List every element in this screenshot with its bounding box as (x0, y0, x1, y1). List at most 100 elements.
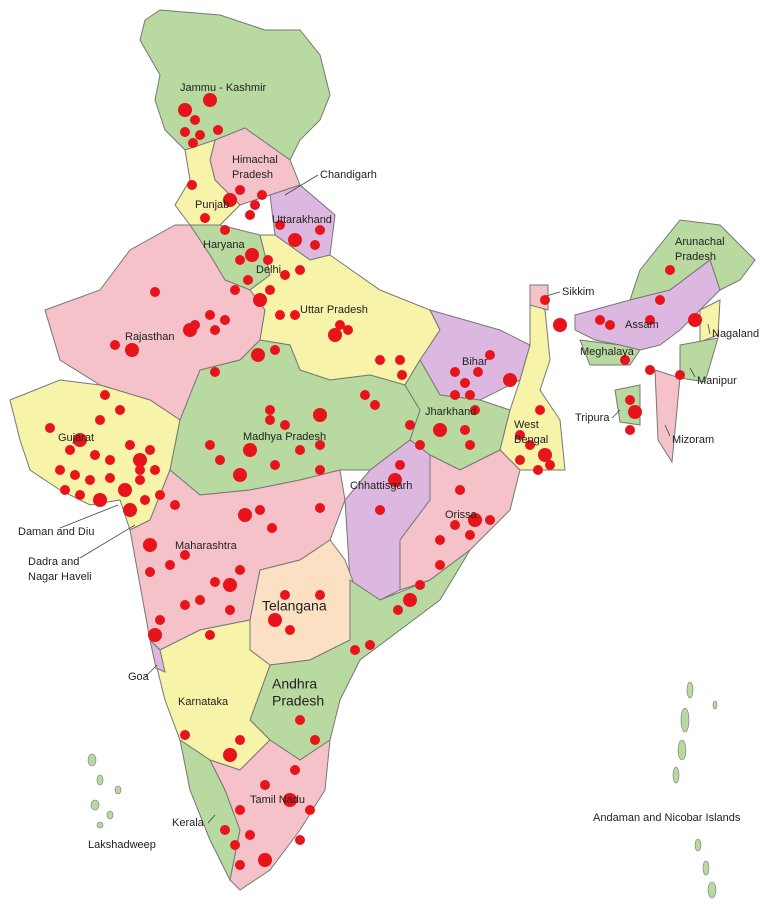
marker (625, 395, 635, 405)
labels: Jammu - Kashmir Himachal Pradesh Chandigarh… (18, 82, 759, 851)
marker (73, 433, 87, 447)
marker (135, 465, 145, 475)
marker (270, 345, 280, 355)
state-label: Chandigarh (320, 169, 377, 181)
marker (263, 255, 273, 265)
marker (473, 367, 483, 377)
marker (620, 355, 630, 365)
marker (360, 390, 370, 400)
state-label: Pradesh (232, 169, 273, 181)
marker (205, 630, 215, 640)
state-label: Maharashtra (175, 540, 238, 552)
marker (255, 505, 265, 515)
marker (315, 465, 325, 475)
marker (230, 285, 240, 295)
marker (285, 625, 295, 635)
marker (455, 485, 465, 495)
tripura (614, 384, 641, 426)
goa (149, 638, 166, 673)
marker (178, 103, 192, 117)
state-label: Assam (625, 319, 659, 331)
marker (265, 285, 275, 295)
marker (415, 580, 425, 590)
marker (267, 523, 277, 533)
marker (283, 793, 297, 807)
state-label: Chhattisgarh (350, 480, 412, 492)
state-label: Dadra and (28, 556, 79, 568)
marker (553, 318, 567, 332)
marker (75, 490, 85, 500)
marker (110, 340, 120, 350)
state-label: Nagar Haveli (28, 571, 92, 583)
marker (265, 405, 275, 415)
marker (195, 595, 205, 605)
tamil-nadu (209, 738, 331, 891)
marker (165, 560, 175, 570)
marker (125, 440, 135, 450)
state-label: Mizoram (672, 434, 714, 446)
manipur (679, 337, 719, 383)
marker (65, 445, 75, 455)
marker (223, 193, 237, 207)
marker (245, 210, 255, 220)
marker (220, 825, 230, 835)
marker (313, 408, 327, 422)
marker (645, 315, 655, 325)
marker (450, 520, 460, 530)
state-label: Bengal (514, 434, 548, 446)
marker (595, 315, 605, 325)
marker (150, 287, 160, 297)
marker (460, 378, 470, 388)
marker (365, 640, 375, 650)
marker (370, 400, 380, 410)
marker (645, 365, 655, 375)
state-label: West (514, 419, 539, 431)
marker (133, 453, 147, 467)
marker (155, 615, 165, 625)
marker (258, 853, 272, 867)
marker (433, 423, 447, 437)
state-label: Telangana (262, 598, 327, 614)
state-label: Andaman and Nicobar Islands (593, 812, 741, 824)
marker (328, 328, 342, 342)
marker (350, 645, 360, 655)
marker (85, 475, 95, 485)
marker (220, 225, 230, 235)
marker (200, 213, 210, 223)
marker (45, 423, 55, 433)
marker (465, 440, 475, 450)
marker (243, 443, 257, 457)
marker (315, 225, 325, 235)
states (9, 9, 756, 891)
marker (450, 367, 460, 377)
marker (405, 420, 415, 430)
marker (145, 567, 155, 577)
marker (470, 405, 480, 415)
marker (275, 220, 285, 230)
state-label: Madhya Pradesh (243, 431, 326, 443)
marker (465, 390, 475, 400)
marker (125, 343, 139, 357)
state-label: Himachal (232, 154, 278, 166)
marker (397, 370, 407, 380)
marker (280, 270, 290, 280)
marker (123, 503, 137, 517)
marker (118, 483, 132, 497)
marker (310, 735, 320, 745)
marker (688, 313, 702, 327)
marker (93, 493, 107, 507)
marker (268, 613, 282, 627)
state-label: Goa (128, 671, 150, 683)
marker (60, 485, 70, 495)
marker (220, 315, 230, 325)
marker (515, 430, 525, 440)
marker (288, 233, 302, 247)
marker (210, 577, 220, 587)
state-label: Kerala (172, 817, 205, 829)
marker (343, 325, 353, 335)
marker (183, 323, 197, 337)
mizoram (654, 369, 681, 464)
marker (210, 367, 220, 377)
marker (115, 405, 125, 415)
